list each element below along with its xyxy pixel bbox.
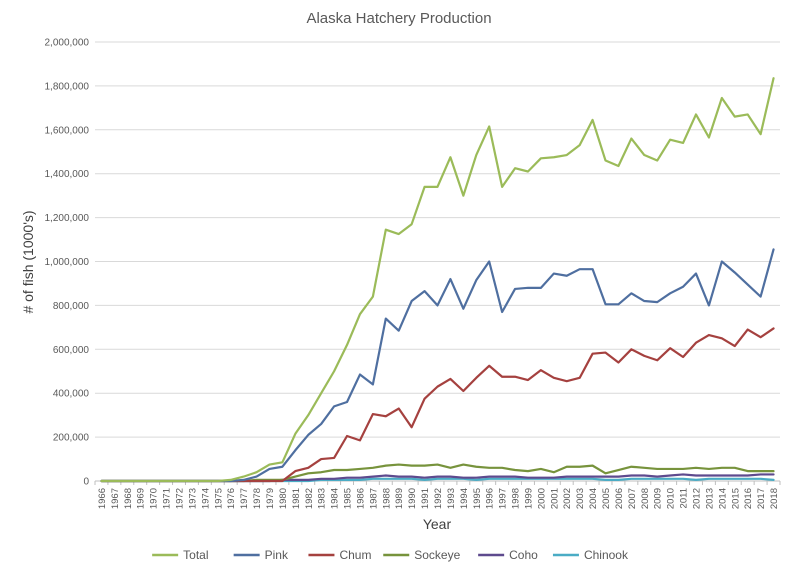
x-axis-ticks: 1966 1967 1968 1969 1970 1971 1972 1973 1974 1975…: [94, 481, 781, 509]
x-tick-label: 2010: [666, 488, 677, 509]
series-line-pink: [100, 248, 775, 483]
x-tick-label: 2012: [691, 488, 702, 509]
legend-label: Total: [183, 548, 208, 562]
x-tick-label: 1977: [239, 488, 250, 509]
x-tick-label: 2009: [653, 488, 664, 509]
legend-item-total: Total: [152, 548, 209, 562]
x-tick-label: 1999: [523, 488, 534, 509]
x-tick-label: 1998: [511, 488, 522, 509]
x-tick-label: 1975: [213, 488, 224, 509]
y-axis-label: # of fish (1000's): [20, 210, 36, 313]
y-tick-label: 1,000,000: [45, 257, 90, 268]
x-tick-label: 1994: [459, 488, 470, 509]
x-tick-label: 2018: [769, 488, 780, 509]
x-tick-label: 1976: [226, 488, 237, 509]
x-tick-label: 1989: [394, 488, 405, 509]
x-tick-label: 1972: [175, 488, 186, 509]
x-tick-label: 1971: [162, 488, 173, 509]
legend-item-coho: Coho: [478, 548, 538, 562]
y-tick-label: 2,000,000: [45, 38, 90, 49]
x-tick-label: 2004: [588, 488, 599, 509]
chart-title: Alaska Hatchery Production: [306, 10, 491, 27]
x-tick-label: 1993: [446, 488, 457, 509]
legend-item-sockeye: Sockeye: [383, 548, 461, 562]
x-tick-label: 1996: [485, 488, 496, 509]
x-tick-label: 1967: [110, 488, 121, 509]
y-tick-label: 1,600,000: [45, 125, 90, 136]
legend-label: Chinook: [584, 548, 629, 562]
series-lines: [100, 77, 775, 483]
y-tick-label: 1,800,000: [45, 81, 90, 92]
x-tick-label: 1997: [498, 488, 509, 509]
legend: Total Pink Chum Sockeye Coho Chinook: [152, 548, 629, 562]
x-tick-label: 1981: [291, 488, 302, 509]
x-tick-label: 1979: [265, 488, 276, 509]
x-tick-label: 1990: [407, 488, 418, 509]
x-tick-label: 2007: [627, 488, 638, 509]
x-tick-label: 1988: [381, 488, 392, 509]
x-tick-label: 1985: [343, 488, 354, 509]
x-tick-label: 1973: [187, 488, 198, 509]
x-tick-label: 2014: [717, 488, 728, 509]
x-tick-label: 2016: [743, 488, 754, 509]
x-tick-label: 1969: [136, 488, 147, 509]
x-tick-label: 2002: [562, 488, 573, 509]
x-tick-label: 1980: [278, 488, 289, 509]
x-tick-label: 2003: [575, 488, 586, 509]
x-tick-label: 1982: [304, 488, 315, 509]
x-tick-label: 2015: [730, 488, 741, 509]
legend-label: Coho: [509, 548, 538, 562]
x-tick-label: 1978: [252, 488, 263, 509]
legend-item-pink: Pink: [233, 548, 289, 562]
x-tick-label: 1966: [97, 488, 108, 509]
y-axis-ticks: 0 200,000 400,000 600,000 800,000 1,000,000 1,…: [45, 38, 90, 488]
legend-label: Sockeye: [414, 548, 460, 562]
x-tick-label: 1992: [433, 488, 444, 509]
x-tick-label: 1991: [420, 488, 431, 509]
legend-label: Pink: [265, 548, 289, 562]
x-tick-label: 2001: [549, 488, 560, 509]
x-tick-label: 1974: [200, 488, 211, 509]
y-tick-label: 800,000: [53, 301, 90, 312]
x-tick-label: 1986: [355, 488, 366, 509]
x-tick-label: 1968: [123, 488, 134, 509]
x-tick-label: 2008: [640, 488, 651, 509]
series-line-chum: [100, 327, 775, 483]
y-tick-label: 600,000: [53, 345, 90, 356]
x-tick-label: 1984: [330, 488, 341, 509]
legend-label: Chum: [339, 548, 371, 562]
legend-item-chinook: Chinook: [552, 548, 629, 562]
x-tick-label: 2011: [679, 488, 690, 508]
x-tick-label: 1995: [472, 488, 483, 509]
x-tick-label: 2005: [601, 488, 612, 509]
y-tick-label: 1,400,000: [45, 169, 90, 180]
x-tick-label: 2006: [614, 488, 625, 509]
series-line-total: [100, 77, 775, 483]
y-tick-label: 1,200,000: [45, 213, 90, 224]
y-tick-label: 400,000: [53, 389, 90, 400]
x-tick-label: 1987: [368, 488, 379, 509]
x-tick-label: 1970: [149, 488, 160, 509]
y-tick-label: 200,000: [53, 433, 90, 444]
legend-item-chum: Chum: [308, 548, 371, 562]
x-tick-label: 1983: [317, 488, 328, 509]
x-axis-label: Year: [423, 516, 452, 532]
gridlines: [95, 41, 780, 482]
x-tick-label: 2017: [756, 488, 767, 509]
x-tick-label: 2013: [704, 488, 715, 509]
x-tick-label: 2000: [536, 488, 547, 509]
y-tick-label: 0: [83, 477, 89, 488]
